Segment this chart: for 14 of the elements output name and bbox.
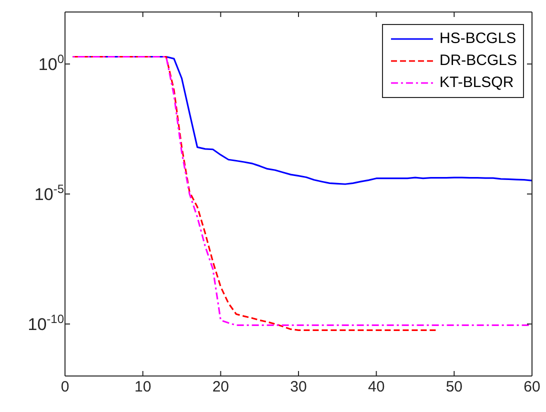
x-tick-label: 50 xyxy=(446,378,463,396)
line-series xyxy=(72,56,532,326)
legend-label: HS-BCGLS xyxy=(439,29,516,49)
y-tick-label: 10$^{0}$ xyxy=(38,52,64,74)
x-tick-label: 20 xyxy=(212,378,230,396)
y-tick-label: 10$^{-5}$ xyxy=(34,182,64,204)
x-tick-label: 60 xyxy=(524,378,540,396)
legend-label: KT-BLSQR xyxy=(439,73,514,93)
x-tick-label: 0 xyxy=(60,378,70,396)
x-tick-label: 40 xyxy=(368,378,385,396)
x-tick-label: 30 xyxy=(290,378,307,396)
x-tick-label: 10 xyxy=(134,378,152,396)
y-tick-label: 10$^{-10}$ xyxy=(28,312,64,334)
legend-label: DR-BCGLS xyxy=(439,51,517,71)
